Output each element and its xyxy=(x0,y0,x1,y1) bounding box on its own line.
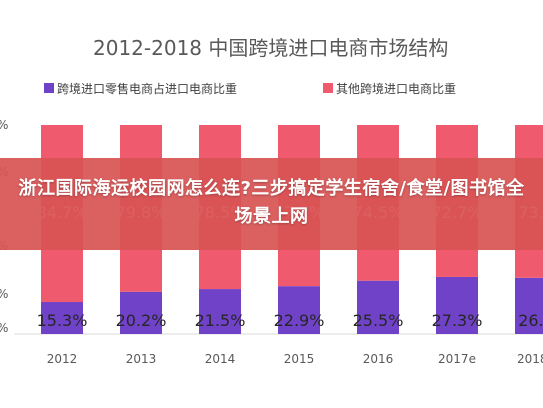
data-label-retail: 20.2% xyxy=(116,311,167,330)
bar-segment-retail xyxy=(120,291,162,334)
legend-label-other: 其他跨境进口电商比重 xyxy=(336,81,456,96)
x-tick-label: 2016 xyxy=(363,352,394,366)
legend-swatch-retail xyxy=(44,83,54,93)
x-tick-label: 2018e xyxy=(517,352,543,366)
legend: 跨境进口零售电商占进口电商比重 其他跨境进口电商比重 xyxy=(44,81,456,96)
data-label-retail: 21.5% xyxy=(195,311,246,330)
x-tick-label: 2014 xyxy=(205,352,236,366)
legend-label-retail: 跨境进口零售电商占进口电商比重 xyxy=(57,81,237,96)
data-label-retail: 22.9% xyxy=(274,311,325,330)
bar-segment-retail xyxy=(515,277,543,334)
x-tick-label: 2012 xyxy=(47,352,78,366)
headline-banner: 浙江国际海运校园网怎么连?三步搞定学生宿舍/食堂/图书馆全场景上网 xyxy=(0,158,543,250)
bar-segment-retail xyxy=(199,289,241,334)
bar-segment-retail xyxy=(357,280,399,334)
x-tick-group: 2012 2013 2014 2015 2016 2017e 2018e xyxy=(47,352,543,366)
bar-segment-retail xyxy=(436,276,478,334)
y-tick-fragment: % xyxy=(0,321,8,335)
data-label-retail: 27.3% xyxy=(432,311,483,330)
data-label-retail: 26.9 xyxy=(518,311,543,330)
bar-segment-retail xyxy=(41,302,83,334)
legend-swatch-other xyxy=(323,83,333,93)
data-label-retail: 25.5% xyxy=(353,311,404,330)
y-tick-fragment: % xyxy=(0,118,8,132)
chart-title: 2012-2018 中国跨境进口电商市场结构 xyxy=(93,36,448,60)
headline-text: 浙江国际海运校园网怎么连?三步搞定学生宿舍/食堂/图书馆全场景上网 xyxy=(18,178,525,227)
x-tick-label: 2017e xyxy=(438,352,476,366)
x-tick-label: 2013 xyxy=(126,352,157,366)
bar-series-group xyxy=(41,125,543,334)
x-tick-label: 2015 xyxy=(284,352,315,366)
data-label-retail: 15.3% xyxy=(37,311,88,330)
y-tick-fragment: % xyxy=(0,287,8,301)
bar-segment-retail xyxy=(278,286,320,334)
